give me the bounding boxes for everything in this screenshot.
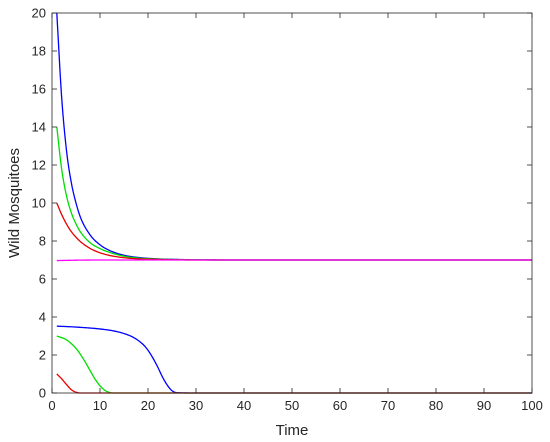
x-tick-label: 30 bbox=[189, 398, 203, 413]
x-tick-label: 80 bbox=[429, 398, 443, 413]
x-tick-label: 20 bbox=[141, 398, 155, 413]
x-tick-label: 0 bbox=[48, 398, 55, 413]
series-line bbox=[56, 259, 532, 262]
x-tick-label: 60 bbox=[333, 398, 347, 413]
y-tick-label: 6 bbox=[39, 272, 46, 287]
x-tick-label: 40 bbox=[237, 398, 251, 413]
y-tick-label: 2 bbox=[39, 348, 46, 363]
x-axis-label: Time bbox=[276, 422, 309, 439]
plot-area bbox=[52, 13, 532, 393]
x-tick-label: 90 bbox=[477, 398, 491, 413]
y-tick-label: 20 bbox=[32, 6, 46, 21]
y-tick-label: 10 bbox=[32, 196, 46, 211]
y-tick-label: 18 bbox=[32, 44, 46, 59]
y-tick-label: 16 bbox=[32, 82, 46, 97]
y-tick-label: 0 bbox=[39, 386, 46, 401]
x-tick-label: 10 bbox=[93, 398, 107, 413]
y-tick-label: 4 bbox=[39, 310, 46, 325]
x-tick-label: 100 bbox=[521, 398, 543, 413]
y-axis-label: Wild Mosquitoes bbox=[6, 148, 23, 258]
y-tick-label: 12 bbox=[32, 158, 46, 173]
x-tick-label: 50 bbox=[285, 398, 299, 413]
y-tick-label: 8 bbox=[39, 234, 46, 249]
y-tick-label: 14 bbox=[32, 120, 46, 135]
x-tick-label: 70 bbox=[381, 398, 395, 413]
tick-layer: 0 10 20 30 40 50 60 70 80 90 100 0 2 4 6 8 10 12 14 16 18 20 bbox=[32, 6, 543, 414]
